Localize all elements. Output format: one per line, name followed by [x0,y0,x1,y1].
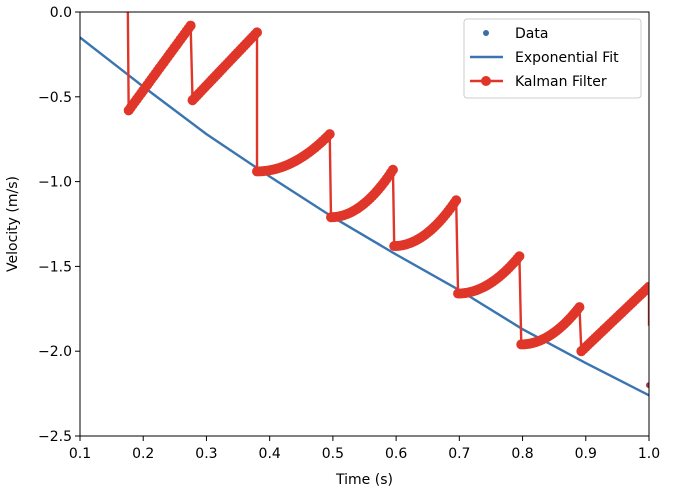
x-tick-label: 0.7 [448,446,470,462]
kalman-marker [644,281,649,292]
x-axis: 0.1 0.2 0.3 0.4 0.5 0.6 0.7 0.8 0.9 1.0 [69,436,660,462]
data-point [646,382,649,389]
data-points [646,382,649,389]
x-tick-label: 0.8 [511,446,533,462]
legend-box [463,18,642,99]
kalman-marker [252,27,263,38]
legend-kalman-marker [481,76,491,86]
kalman-marker [185,20,196,31]
y-tick-label: −2.0 [38,344,72,360]
y-tick-label: −1.5 [38,259,72,275]
x-tick-label: 0.3 [195,446,217,462]
kalman-marker [387,164,398,175]
x-tick-label: 1.0 [638,446,660,462]
x-tick-label: 0.4 [259,446,281,462]
kalman-marker [514,251,525,262]
y-tick-label: −2.5 [38,429,72,445]
y-axis: 0.0 −0.5 −1.0 −1.5 −2.0 −2.5 [38,5,80,445]
y-tick-label: 0.0 [50,5,72,21]
x-tick-label: 0.5 [322,446,344,462]
x-tick-label: 0.2 [132,446,154,462]
x-tick-label: 0.1 [69,446,91,462]
x-tick-label: 0.6 [385,446,407,462]
y-axis-label: Velocity (m/s) [5,176,21,272]
kalman-filter-markers [123,20,649,357]
plot-frame [79,11,650,437]
x-axis-label: Time (s) [335,472,393,488]
legend-fit-label: Exponential Fit [515,50,619,66]
kalman-marker [324,129,335,140]
x-tick-label: 0.9 [575,446,597,462]
y-tick-label: −1.0 [38,175,72,191]
exponential-fit-line [80,36,649,397]
kalman-marker [451,195,462,206]
kalman-marker [574,302,585,313]
legend-data-marker [483,30,489,36]
legend: Data Exponential Fit Kalman Filter [463,18,642,99]
legend-kalman-label: Kalman Filter [515,74,607,90]
y-tick-label: −0.5 [38,90,72,106]
legend-data-label: Data [515,26,548,42]
